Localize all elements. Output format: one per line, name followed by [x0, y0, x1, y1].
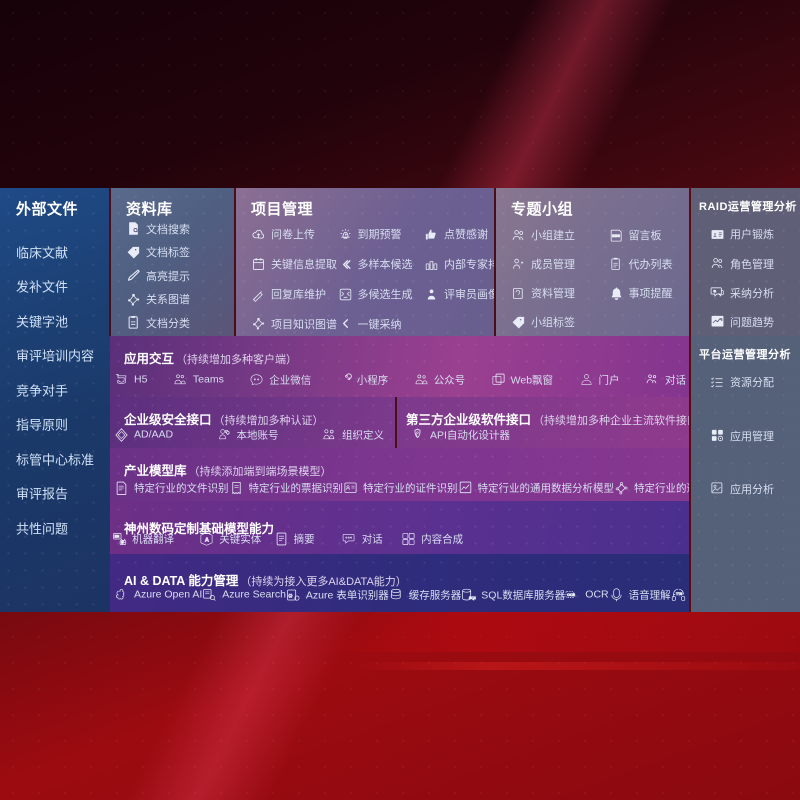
svg-text:A: A [205, 538, 209, 544]
svg-text:OCR: OCR [567, 593, 575, 597]
svg-text:BBS: BBS [612, 234, 620, 238]
svg-text:TTS: TTS [676, 592, 683, 596]
svg-text:{;}: {;} [288, 592, 292, 597]
svg-text:中: 中 [121, 541, 124, 545]
svg-text:SQL: SQL [469, 594, 476, 599]
svg-text:EN: EN [115, 535, 120, 539]
